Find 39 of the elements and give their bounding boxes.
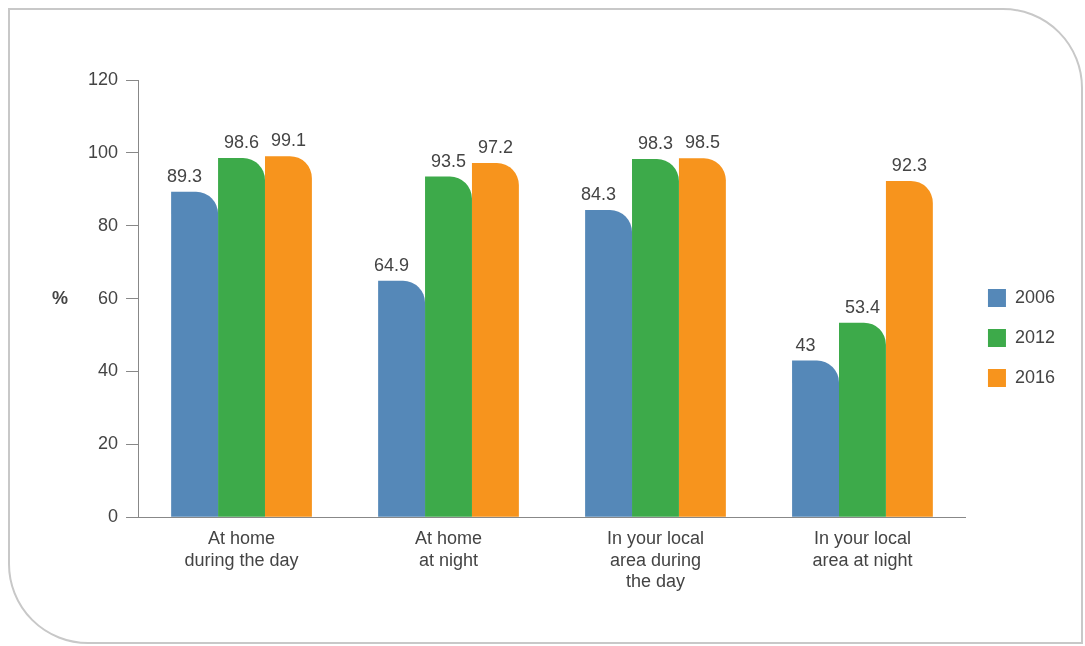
data-label: 64.9 — [374, 254, 410, 275]
data-label: 98.3 — [637, 133, 674, 154]
y-tick-label: 120 — [87, 68, 119, 89]
legend-label: 2006 — [1014, 286, 1055, 307]
bar — [585, 210, 633, 517]
data-label: 89.3 — [167, 165, 203, 186]
y-tick-label: 60 — [98, 287, 119, 308]
bar — [218, 157, 265, 517]
bar — [425, 176, 472, 517]
bar — [171, 191, 219, 517]
data-label: 99.1 — [270, 130, 306, 151]
y-tick-label: 80 — [98, 214, 119, 235]
data-label: 43 — [795, 334, 816, 355]
data-label: 98.6 — [224, 131, 260, 152]
legend-label: 2016 — [1014, 366, 1055, 387]
data-label: 98.5 — [684, 132, 720, 153]
y-tick-label: 100 — [87, 141, 119, 162]
x-tick-label: In your local area during the day — [606, 527, 705, 592]
data-label: 53.4 — [844, 296, 880, 317]
legend-label: 2012 — [1014, 326, 1055, 347]
data-label: 92.3 — [891, 154, 927, 175]
bar — [678, 158, 726, 517]
data-label: 93.5 — [430, 150, 467, 171]
x-tick-label: At home during the day — [184, 527, 299, 570]
y-tick-label: 40 — [98, 360, 119, 381]
bar — [839, 322, 886, 517]
bar — [632, 159, 679, 517]
x-tick-label: At home at night — [414, 527, 483, 570]
data-label: 97.2 — [477, 137, 513, 158]
bar — [471, 163, 519, 517]
bar — [885, 180, 933, 517]
bar — [792, 360, 840, 517]
y-tick-label: 0 — [108, 506, 119, 527]
y-tick-label: 20 — [98, 433, 119, 454]
y-axis-title: % — [51, 287, 69, 308]
data-label: 84.3 — [581, 184, 617, 205]
bar — [378, 280, 426, 517]
bar — [264, 156, 312, 517]
x-tick-label: In your local area at night — [812, 527, 913, 570]
